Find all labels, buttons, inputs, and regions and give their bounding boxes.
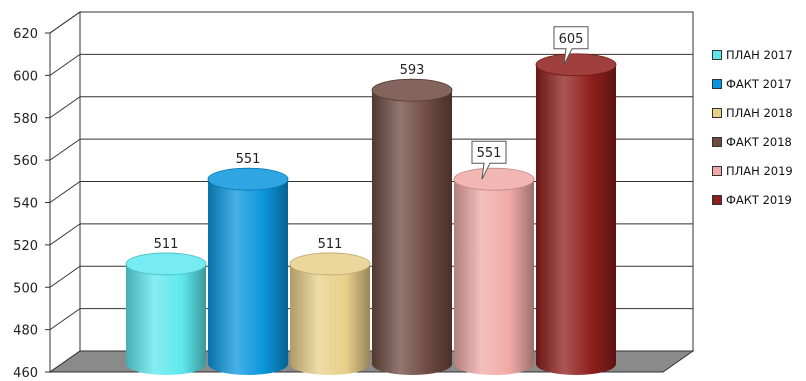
bar-3 [289,252,371,375]
bar-body [454,179,534,375]
bar-body [536,64,616,375]
legend-label: ФАКТ 2017 [726,76,792,91]
bar-body [208,179,288,375]
y-tick-label: 560 [13,154,38,169]
bar-top [207,167,289,191]
legend-swatch [712,136,722,147]
bar-2 [207,167,289,375]
legend-item: ФАКТ 2017 [712,69,806,98]
legend-swatch [712,107,722,118]
y-tick-label: 620 [13,27,38,42]
bar-top [289,252,371,276]
bar-6 [535,53,617,375]
legend-label: ПЛАН 2019 [726,163,793,178]
data-label: 593 [400,63,425,78]
legend-swatch [712,165,722,176]
gridline [49,96,81,119]
bar-1 [125,252,207,375]
legend-swatch [712,194,722,205]
bar-body [372,90,452,376]
gridline [49,11,81,34]
data-label-callout [471,140,507,180]
legend-item: ПЛАН 2017 [712,40,806,69]
legend-item: ФАКТ 2019 [712,185,806,214]
data-label-callout [553,26,589,66]
y-tick-label: 460 [13,366,38,381]
gridline [49,308,81,331]
gridline [49,265,81,288]
y-tick-label: 480 [13,324,38,339]
y-tick-label: 500 [13,281,38,296]
gridline [49,181,81,203]
bar-top [371,78,453,102]
bar-4 [371,78,453,376]
bar-5 [453,167,535,375]
legend-swatch [712,49,722,60]
bar-top [535,53,617,77]
legend-swatch [712,78,722,89]
legend-label: ФАКТ 2018 [726,134,792,149]
bar-body [126,263,206,375]
data-label: 511 [154,237,179,252]
gridline [49,223,81,246]
chart-legend: ПЛАН 2017 ФАКТ 2017 ПЛАН 2018 ФАКТ 2018 ПЛАН… [712,40,806,214]
y-tick-label: 580 [13,112,38,127]
legend-label: ПЛАН 2018 [726,105,793,120]
bar-body [290,263,370,375]
legend-item: ПЛАН 2019 [712,156,806,185]
legend-label: ПЛАН 2017 [726,47,793,62]
bar-top [125,252,207,276]
legend-item: ПЛАН 2018 [712,98,806,127]
y-tick-label: 520 [13,239,38,254]
legend-item: ФАКТ 2018 [712,127,806,156]
data-label: 605 [559,32,584,47]
data-label: 551 [236,152,261,167]
data-label: 551 [477,146,502,161]
gridline [49,53,81,76]
y-tick-label: 600 [13,69,38,84]
gridline [49,138,81,161]
legend-label: ФАКТ 2019 [726,192,792,207]
bar-top [453,167,535,191]
data-label: 511 [318,237,343,252]
y-tick-label: 540 [13,197,38,212]
